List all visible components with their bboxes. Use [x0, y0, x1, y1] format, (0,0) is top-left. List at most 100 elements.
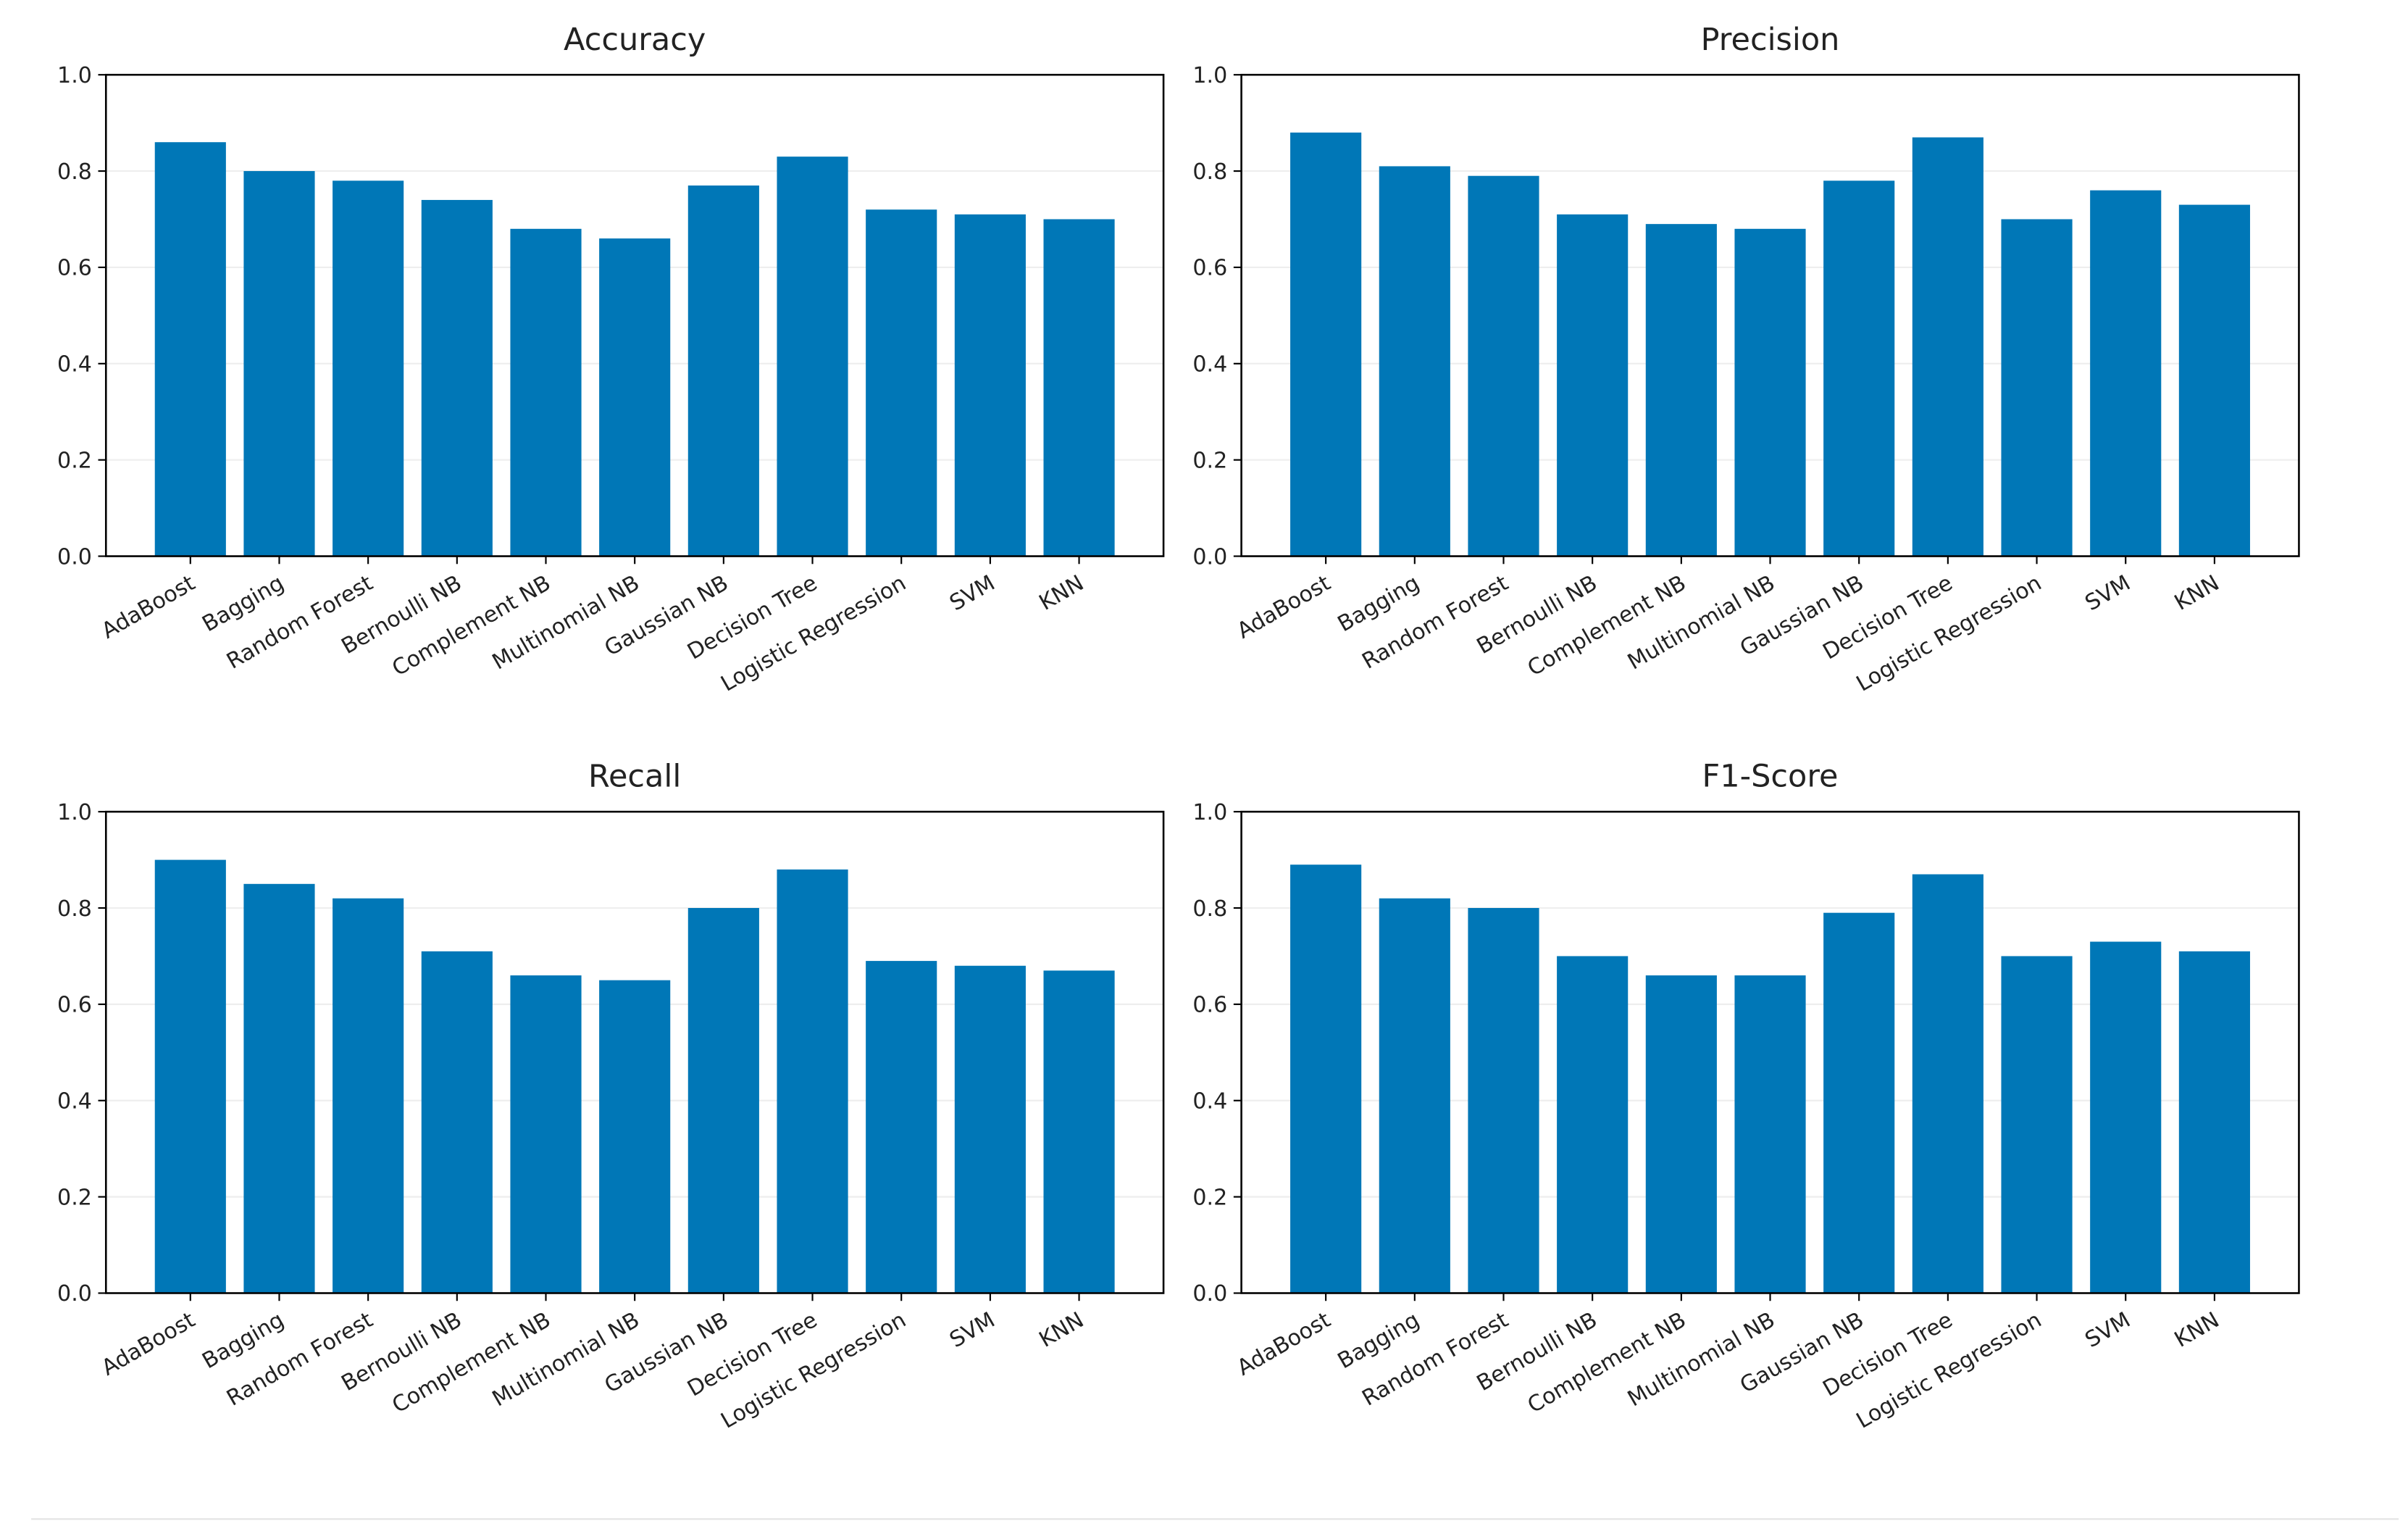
x-tick-label: AdaBoost	[98, 570, 200, 644]
x-tick-label: AdaBoost	[1233, 570, 1335, 644]
bar	[866, 209, 937, 557]
x-tick-label: Multinomial NB	[1623, 570, 1779, 675]
y-tick-label: 0.8	[1192, 896, 1227, 922]
bar	[2178, 204, 2250, 557]
bar	[1645, 975, 1717, 1293]
bar	[1468, 175, 1539, 557]
axes-frame	[1240, 73, 2300, 557]
bar	[154, 859, 226, 1293]
y-tick-label: 0.8	[57, 159, 92, 185]
bar	[777, 157, 848, 557]
x-tick-label: Random Forest	[222, 570, 377, 675]
subplot: Precision0.00.20.40.60.81.0AdaBoostBaggi…	[1192, 22, 2300, 697]
y-tick-label: 1.0	[57, 800, 92, 825]
x-tick-label: KNN	[1035, 570, 1089, 616]
bar	[243, 171, 315, 557]
bar	[777, 869, 848, 1293]
x-tick-label: Multinomial NB	[488, 1307, 644, 1412]
x-tick-label: Complement NB	[388, 1307, 556, 1418]
y-tick-label: 0.8	[57, 896, 92, 922]
chart-title: Accuracy	[564, 22, 706, 58]
subplot: Accuracy0.00.20.40.60.81.0AdaBoostBaggin…	[57, 22, 1165, 697]
y-tick-label: 1.0	[1192, 63, 1227, 88]
axes-frame	[104, 810, 1165, 1294]
x-tick-label: Complement NB	[388, 570, 556, 681]
x-tick-label: SVM	[945, 1307, 999, 1353]
axes-frame	[1240, 810, 2300, 1294]
axes-frame	[104, 73, 1165, 557]
x-tick-label: AdaBoost	[98, 1307, 200, 1381]
bar	[1379, 166, 1450, 557]
bar	[243, 883, 315, 1293]
y-tick-label: 0.6	[57, 256, 92, 281]
bar	[954, 965, 1026, 1293]
bar	[687, 185, 759, 557]
chart-title: Precision	[1701, 22, 1840, 58]
bar	[1043, 219, 1115, 557]
bar	[1823, 180, 1895, 557]
y-tick-label: 0.2	[1192, 1185, 1227, 1210]
bar	[2090, 941, 2162, 1293]
chart-title: F1-Score	[1702, 759, 1839, 795]
bar	[333, 180, 404, 557]
bar	[2090, 190, 2162, 557]
x-tick-label: Multinomial NB	[488, 570, 644, 675]
bar	[1290, 132, 1362, 557]
bar	[1468, 908, 1539, 1293]
x-tick-label: AdaBoost	[1233, 1307, 1335, 1381]
x-tick-label: Random Forest	[222, 1307, 377, 1412]
y-tick-label: 0.4	[1192, 352, 1227, 378]
y-tick-label: 0.2	[1192, 448, 1227, 473]
bar	[687, 908, 759, 1293]
y-tick-label: 0.4	[57, 352, 92, 378]
bar	[1290, 865, 1362, 1293]
bar	[1043, 970, 1115, 1293]
y-tick-label: 0.0	[1192, 1281, 1227, 1307]
bar	[1379, 898, 1450, 1293]
y-tick-label: 1.0	[57, 63, 92, 88]
bar	[1912, 137, 1983, 557]
x-tick-label: SVM	[2081, 570, 2134, 616]
y-tick-label: 0.0	[57, 1281, 92, 1307]
bar	[954, 214, 1026, 557]
y-tick-label: 0.4	[1192, 1089, 1227, 1115]
bar	[1557, 214, 1629, 557]
bar	[154, 142, 226, 557]
x-tick-label: SVM	[2081, 1307, 2134, 1353]
y-tick-label: 0.4	[57, 1089, 92, 1115]
x-tick-label: Complement NB	[1523, 1307, 1691, 1418]
x-tick-label: KNN	[1035, 1307, 1089, 1353]
bar	[1557, 956, 1629, 1293]
bar	[2178, 951, 2250, 1293]
bar	[2001, 219, 2073, 557]
bar	[421, 951, 493, 1293]
y-tick-label: 0.0	[1192, 544, 1227, 570]
bar	[333, 898, 404, 1293]
subplot: Recall0.00.20.40.60.81.0AdaBoostBaggingR…	[57, 759, 1165, 1434]
chart-title: Recall	[588, 759, 681, 795]
y-tick-label: 0.6	[1192, 993, 1227, 1018]
bar	[421, 199, 493, 557]
y-tick-label: 0.2	[57, 1185, 92, 1210]
y-tick-label: 0.0	[57, 544, 92, 570]
x-tick-label: KNN	[2170, 1307, 2224, 1353]
y-tick-label: 0.2	[57, 448, 92, 473]
x-tick-label: Complement NB	[1523, 570, 1691, 681]
bar	[1912, 874, 1983, 1293]
x-tick-label: Random Forest	[1358, 1307, 1513, 1412]
bar	[1823, 912, 1895, 1293]
bar	[599, 980, 671, 1293]
x-tick-label: SVM	[945, 570, 999, 616]
y-tick-label: 1.0	[1192, 800, 1227, 825]
bar	[866, 961, 937, 1293]
bar	[1734, 975, 1806, 1293]
x-tick-label: KNN	[2170, 570, 2224, 616]
bar	[1645, 224, 1717, 557]
subplot: F1-Score0.00.20.40.60.81.0AdaBoostBaggin…	[1192, 759, 2300, 1434]
x-tick-label: Random Forest	[1358, 570, 1513, 675]
y-tick-label: 0.6	[57, 993, 92, 1018]
bar	[510, 975, 582, 1293]
x-tick-label: Multinomial NB	[1623, 1307, 1779, 1412]
bar	[2001, 956, 2073, 1293]
